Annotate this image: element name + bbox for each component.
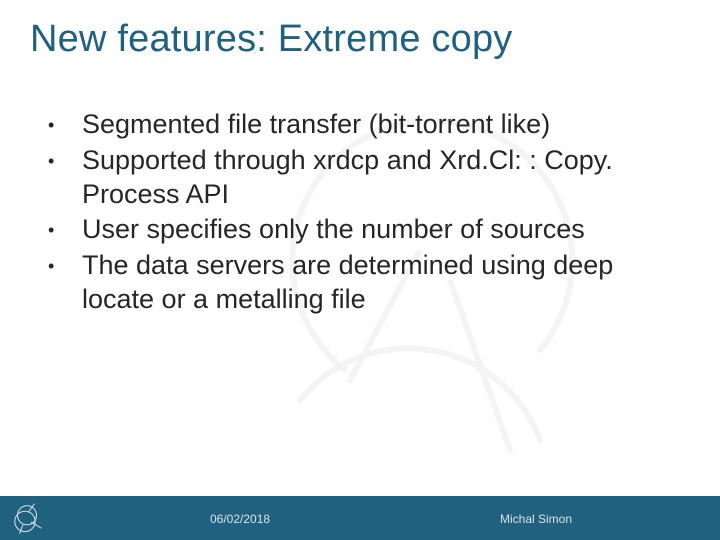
footer-date: 06/02/2018 [210, 512, 270, 526]
bullet-list: Segmented file transfer (bit-torrent lik… [48, 108, 680, 319]
footer-bar [0, 496, 720, 540]
slide-title: New features: Extreme copy [30, 18, 513, 61]
cern-logo-icon [10, 501, 44, 535]
footer-author: Michal Simon [500, 512, 572, 526]
bullet-item: User specifies only the number of source… [48, 213, 680, 247]
bullet-item: Segmented file transfer (bit-torrent lik… [48, 108, 680, 142]
bullet-item: Supported through xrdcp and Xrd.Cl: : Co… [48, 144, 680, 212]
bullet-item: The data servers are determined using de… [48, 249, 680, 317]
slide: New features: Extreme copy Segmented fil… [0, 0, 720, 540]
